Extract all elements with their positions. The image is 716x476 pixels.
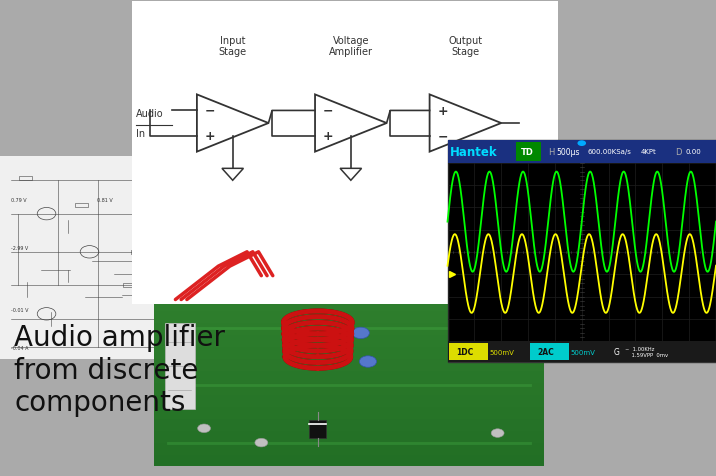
Text: +: + <box>323 130 333 143</box>
Bar <box>154 407 544 419</box>
Bar <box>19 177 32 180</box>
Text: -12.000 V: -12.000 V <box>175 345 199 350</box>
Bar <box>154 312 544 324</box>
Text: +: + <box>437 105 448 118</box>
Text: Audio amplifier
from discrete
components: Audio amplifier from discrete components <box>14 324 226 416</box>
Bar <box>130 250 143 254</box>
Bar <box>132 2 558 305</box>
Text: 500mV: 500mV <box>489 349 514 355</box>
Bar <box>154 324 544 336</box>
Text: 0.79 V: 0.79 V <box>11 198 26 202</box>
Text: 500mV: 500mV <box>571 349 596 355</box>
Text: In: In <box>136 129 145 138</box>
Bar <box>154 300 544 312</box>
Bar <box>123 284 136 288</box>
Bar <box>0 157 397 359</box>
Bar <box>154 240 544 252</box>
Bar <box>154 371 544 383</box>
Text: -0.01 V: -0.01 V <box>11 307 28 312</box>
Text: −: − <box>437 130 448 143</box>
Bar <box>154 336 544 347</box>
Text: 2AC: 2AC <box>537 347 553 356</box>
Bar <box>154 264 544 276</box>
Circle shape <box>198 424 211 433</box>
Text: Audio: Audio <box>136 109 164 119</box>
Text: TD: TD <box>521 148 534 156</box>
Bar <box>154 431 544 443</box>
Circle shape <box>505 286 518 295</box>
Bar <box>154 383 544 395</box>
Bar <box>165 324 195 409</box>
Text: Voltage
Amplifier: Voltage Amplifier <box>329 36 373 57</box>
Bar <box>530 344 569 360</box>
Bar <box>448 342 716 362</box>
Bar <box>154 252 544 264</box>
Text: ~  1.00KHz
    1.59VPP  0mv: ~ 1.00KHz 1.59VPP 0mv <box>625 346 668 357</box>
Text: Input
Stage: Input Stage <box>218 36 247 57</box>
Text: −: − <box>323 105 333 118</box>
Text: Output
Stage: Output Stage <box>448 36 483 57</box>
Text: Hantek: Hantek <box>450 145 498 159</box>
Bar <box>448 140 716 362</box>
Bar <box>448 140 716 163</box>
Text: +: + <box>205 130 215 143</box>
Text: 600.00KSa/s: 600.00KSa/s <box>587 149 631 155</box>
Bar <box>449 344 488 360</box>
Bar <box>154 359 544 371</box>
Bar <box>154 395 544 407</box>
Text: -0.04 A: -0.04 A <box>11 345 28 350</box>
Bar <box>302 278 315 282</box>
Bar <box>211 256 223 259</box>
Bar <box>154 419 544 431</box>
Text: 4KPt: 4KPt <box>641 149 657 155</box>
Bar <box>154 443 544 455</box>
Text: 0.00: 0.00 <box>685 149 701 155</box>
Bar <box>154 347 544 359</box>
Circle shape <box>359 356 377 367</box>
Bar <box>516 142 541 161</box>
Bar <box>309 420 326 438</box>
Bar <box>75 204 88 208</box>
Text: G: G <box>614 347 619 356</box>
Bar <box>154 288 544 300</box>
Text: -2.99 V: -2.99 V <box>11 245 28 250</box>
Bar <box>154 228 544 466</box>
Circle shape <box>520 272 533 280</box>
Circle shape <box>577 141 586 147</box>
Text: 1DC: 1DC <box>456 347 473 356</box>
Circle shape <box>255 438 268 447</box>
Text: 500μs: 500μs <box>556 148 580 156</box>
Text: −: − <box>205 105 215 118</box>
Bar <box>154 455 544 466</box>
Text: 0.81 V: 0.81 V <box>97 198 112 202</box>
Circle shape <box>352 327 369 339</box>
Bar <box>154 228 544 240</box>
Bar <box>154 276 544 288</box>
Text: H: H <box>548 148 554 156</box>
Text: D: D <box>675 148 682 156</box>
Circle shape <box>491 429 504 437</box>
